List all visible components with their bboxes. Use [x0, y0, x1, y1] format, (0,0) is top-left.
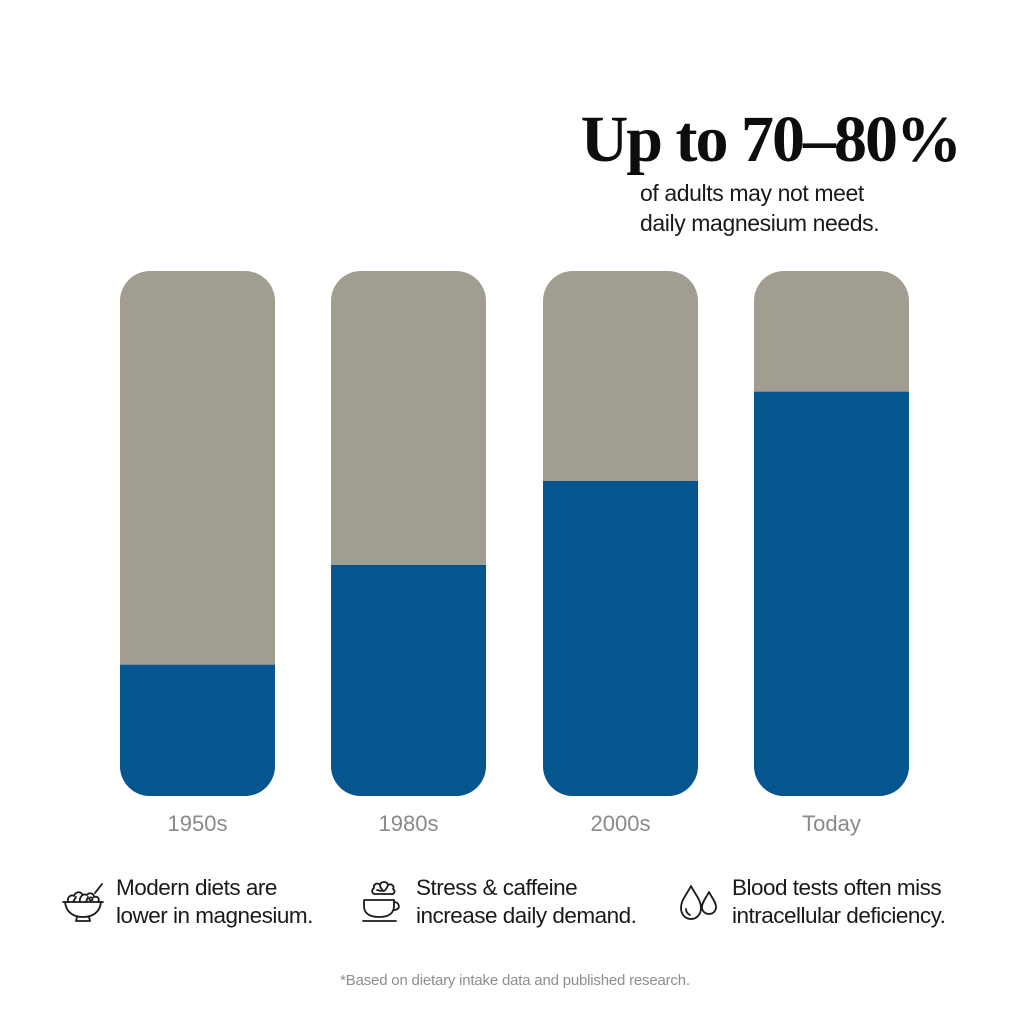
bar-fill-1980s — [331, 565, 486, 796]
category-label-today: Today — [802, 811, 861, 836]
salad-bowl-icon — [62, 883, 104, 922]
feature-blood-tests-text: Blood tests often miss intracellular def… — [732, 874, 946, 930]
bar-chart: 1950s 1980s 2000s Today — [120, 271, 909, 836]
feature-blood-tests-line-2: intracellular deficiency. — [732, 903, 946, 928]
bar-fill-1950s — [120, 664, 275, 796]
feature-blood-tests: Blood tests often miss intracellular def… — [676, 874, 946, 944]
feature-diet-line-2: lower in magnesium. — [116, 903, 313, 928]
feature-diet-text: Modern diets are lower in magnesium. — [116, 874, 313, 930]
bar-today — [754, 271, 909, 796]
feature-stress-text: Stress & caffeine increase daily demand. — [416, 874, 637, 930]
bar-fill-2000s — [543, 481, 698, 796]
subheadline: of adults may not meet daily magnesium n… — [640, 178, 960, 238]
water-drops-icon — [680, 885, 717, 920]
brain-cup-icon — [362, 881, 400, 922]
bar-2000s — [543, 271, 698, 796]
footnote: *Based on dietary intake data and publis… — [340, 972, 690, 989]
subheadline-line-1: of adults may not meet — [640, 180, 864, 206]
headline: Up to 70–80% — [580, 103, 962, 176]
subheadline-line-2: daily magnesium needs. — [640, 210, 880, 236]
feature-blood-tests-line-1: Blood tests often miss — [732, 875, 942, 900]
bars-group — [120, 271, 909, 796]
feature-stress: Stress & caffeine increase daily demand. — [360, 874, 637, 944]
category-labels-group: 1950s 1980s 2000s Today — [168, 811, 861, 836]
feature-list: Modern diets are lower in magnesium. Str… — [60, 874, 990, 944]
bar-1950s — [120, 271, 275, 796]
feature-diet: Modern diets are lower in magnesium. — [60, 874, 313, 944]
feature-stress-line-1: Stress & caffeine — [416, 875, 578, 900]
bar-fill-today — [754, 391, 909, 796]
category-label-1980s: 1980s — [379, 811, 439, 836]
category-label-2000s: 2000s — [591, 811, 651, 836]
bar-1980s — [331, 271, 486, 796]
feature-stress-line-2: increase daily demand. — [416, 903, 637, 928]
category-label-1950s: 1950s — [168, 811, 228, 836]
feature-diet-line-1: Modern diets are — [116, 875, 277, 900]
